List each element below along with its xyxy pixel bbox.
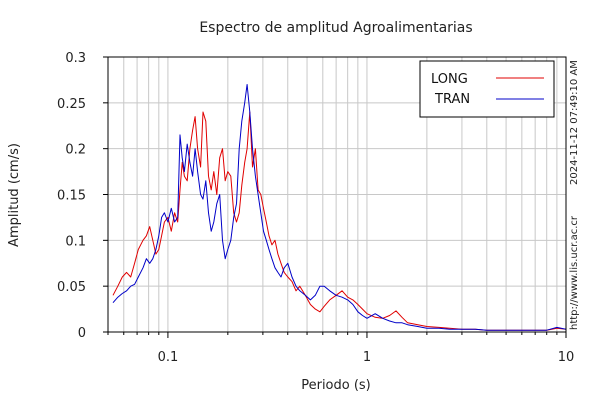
tick-layer: 0 0.05 0.1 0.15 0.2 0.25 0.3 0.1 1 10 [57, 51, 574, 365]
legend-label-long: LONG [431, 72, 468, 87]
chart-title: Espectro de amplitud Agroalimentarias [199, 20, 472, 36]
legend: LONG TRAN [419, 60, 555, 118]
y-tick-label: 0.1 [65, 234, 86, 249]
y-tick-label: 0.15 [57, 189, 86, 204]
y-tick-label: 0.2 [65, 143, 86, 158]
legend-box [419, 60, 555, 118]
y-axis-label: Amplitud (cm/s) [7, 143, 22, 247]
series-line-tran [112, 84, 567, 331]
y-tick-label: 0.05 [57, 280, 86, 295]
y-tick-label: 0.25 [57, 97, 86, 112]
x-axis-label: Periodo (s) [301, 378, 371, 393]
legend-label-tran: TRAN [434, 92, 470, 107]
y-tick-label: 0 [78, 326, 86, 341]
x-tick-label: 1 [363, 350, 371, 365]
source-url-label: http://www.lis.ucr.ac.cr [569, 215, 580, 330]
timestamp-label: 2024-11-12 07:49:10 AM [569, 60, 580, 185]
y-tick-label: 0.3 [65, 51, 86, 66]
x-tick-label: 10 [558, 350, 575, 365]
series-layer [112, 84, 567, 331]
x-tick-label: 0.1 [158, 350, 179, 365]
